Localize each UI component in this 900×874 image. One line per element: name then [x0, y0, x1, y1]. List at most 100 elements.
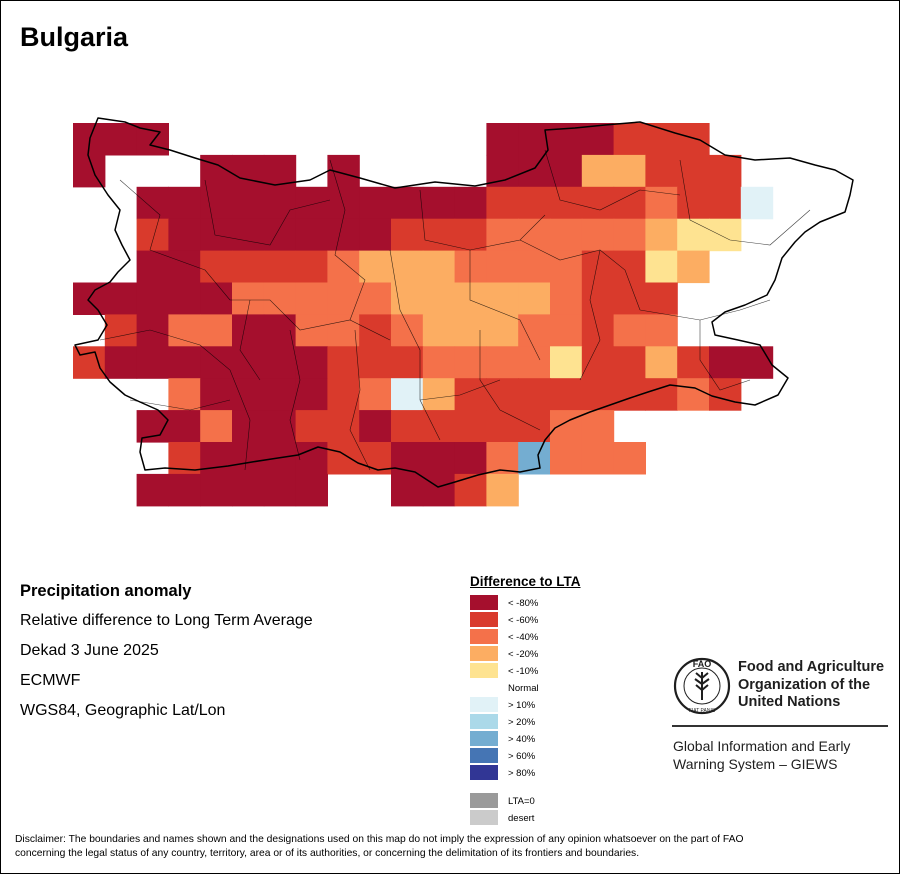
legend: Difference to LTA < -80% < -60% < -40% <… [470, 574, 581, 825]
anomaly-cell [613, 314, 646, 347]
legend-label: < -20% [508, 649, 539, 660]
anomaly-cell [104, 282, 138, 315]
anomaly-cell [263, 346, 297, 379]
anomaly-cell [422, 314, 456, 347]
anomaly-cell [518, 154, 551, 188]
anomaly-cell [327, 314, 360, 347]
legend-label: LTA=0 [508, 796, 535, 807]
anomaly-cell [677, 154, 710, 188]
anomaly-cell [327, 218, 360, 252]
fao-name: Food and Agriculture Organization of the… [738, 659, 898, 712]
anomaly-cell [391, 346, 424, 379]
anomaly-cell [168, 282, 201, 315]
anomaly-cell [263, 378, 297, 411]
legend-swatch [470, 663, 498, 678]
anomaly-cell [645, 186, 678, 220]
anomaly-grid [73, 123, 774, 507]
anomaly-cell [263, 218, 297, 252]
anomaly-cell [550, 346, 583, 379]
anomaly-cell [677, 346, 710, 379]
anomaly-cell [613, 218, 646, 252]
disclaimer-line: Disclaimer: The boundaries and names sho… [15, 834, 744, 845]
anomaly-cell [168, 346, 201, 379]
anomaly-cell [295, 250, 328, 284]
anomaly-cell [263, 154, 297, 188]
anomaly-cell [200, 314, 233, 347]
anomaly-cell [422, 442, 456, 475]
anomaly-cell [327, 442, 360, 475]
anomaly-cell [422, 378, 456, 411]
anomaly-cell [486, 218, 519, 252]
legend-label: < -60% [508, 615, 539, 626]
anomaly-cell [613, 123, 646, 156]
legend-label: < -80% [508, 598, 539, 609]
anomaly-cell [168, 473, 201, 507]
anomaly-cell [136, 282, 169, 315]
anomaly-cell [740, 346, 774, 379]
anomaly-cell [200, 410, 233, 443]
anomaly-cell [677, 186, 710, 220]
anomaly-cell [200, 442, 233, 475]
anomaly-cell [391, 378, 424, 411]
anomaly-cell [168, 314, 201, 347]
anomaly-cell [295, 473, 328, 507]
anomaly-cell [613, 186, 646, 220]
disclaimer-line: concerning the legal status of any count… [15, 848, 640, 859]
anomaly-cell [454, 218, 487, 252]
anomaly-cell [486, 473, 519, 507]
anomaly-cell [613, 346, 646, 379]
anomaly-cell [740, 186, 774, 220]
anomaly-cell [550, 218, 583, 252]
anomaly-cell [295, 410, 328, 443]
anomaly-cell [645, 314, 678, 347]
anomaly-cell [232, 314, 265, 347]
anomaly-cell [581, 154, 615, 188]
legend-swatch [470, 810, 498, 825]
anomaly-cell [327, 250, 360, 284]
disclaimer: Disclaimer: The boundaries and names sho… [15, 833, 885, 861]
anomaly-cell [359, 250, 392, 284]
legend-label: > 20% [508, 717, 536, 728]
anomaly-cell [422, 250, 456, 284]
anomaly-cell [677, 250, 710, 284]
anomaly-cell [645, 282, 678, 315]
anomaly-cell [581, 186, 615, 220]
anomaly-cell [422, 186, 456, 220]
anomaly-cell [136, 473, 169, 507]
anomaly-cell [422, 410, 456, 443]
anomaly-cell [709, 186, 742, 220]
fao-name-line: Organization of the [738, 676, 871, 693]
anomaly-cell [232, 442, 265, 475]
map-title: Bulgaria [20, 22, 129, 52]
anomaly-cell [295, 218, 328, 252]
anomaly-cell [232, 250, 265, 284]
anomaly-cell [709, 218, 742, 252]
anomaly-cell [422, 473, 456, 507]
anomaly-cell [136, 186, 169, 220]
info-subtitle: Relative difference to Long Term Average [20, 612, 313, 629]
anomaly-cell [359, 282, 392, 315]
anomaly-map [73, 117, 854, 507]
legend-label: > 80% [508, 768, 536, 779]
anomaly-cell [486, 186, 519, 220]
legend-swatch [470, 731, 498, 746]
anomaly-cell [327, 378, 360, 411]
anomaly-cell [295, 442, 328, 475]
anomaly-cell [581, 410, 615, 443]
anomaly-cell [200, 282, 233, 315]
anomaly-cell [359, 314, 392, 347]
anomaly-cell [136, 346, 169, 379]
anomaly-cell [295, 282, 328, 315]
anomaly-cell [359, 218, 392, 252]
anomaly-cell [486, 282, 519, 315]
info-projection: WGS84, Geographic Lat/Lon [20, 702, 226, 719]
anomaly-cell [454, 378, 487, 411]
fao-name-line: United Nations [738, 694, 841, 710]
legend-label: < -40% [508, 632, 539, 643]
anomaly-cell [550, 442, 583, 475]
map-info: Precipitation anomaly Relative differenc… [20, 580, 313, 730]
legend-swatch [470, 595, 498, 610]
anomaly-cell [295, 314, 328, 347]
anomaly-cell [613, 250, 646, 284]
anomaly-cell [391, 473, 424, 507]
